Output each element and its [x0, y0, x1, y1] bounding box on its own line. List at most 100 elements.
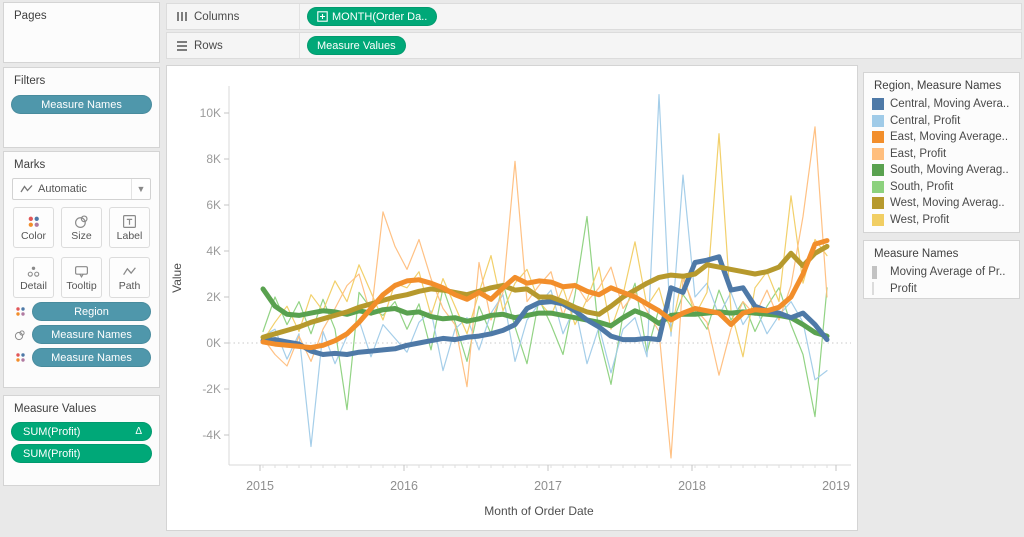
- chart-line-west-profit[interactable]: [262, 133, 828, 358]
- x-tick-label: 2019: [822, 479, 850, 493]
- legend-item[interactable]: West, Profit: [864, 212, 1019, 229]
- path-button[interactable]: Path: [109, 257, 150, 298]
- x-axis-title: Month of Order Date: [484, 504, 594, 518]
- size-icon: [75, 215, 88, 228]
- legend-color-items: Central, Moving Avera.. Central, Profit Ea…: [864, 96, 1019, 228]
- color-dots-icon: [12, 352, 28, 363]
- detail-icon: [27, 266, 40, 277]
- label-button[interactable]: Label: [109, 207, 150, 248]
- size-circles-icon: [12, 329, 28, 341]
- chart-line-central-moving-average[interactable]: [260, 254, 830, 357]
- rows-icon: [177, 40, 187, 51]
- legend-item-label: South, Moving Averag..: [890, 164, 1009, 177]
- rows-shelf-label: Rows: [194, 39, 223, 52]
- legend-item[interactable]: Central, Profit: [864, 113, 1019, 130]
- y-tick-label: -2K: [202, 382, 221, 396]
- y-tick-label: -4K: [202, 428, 221, 442]
- legend-swatch-icon: [872, 197, 884, 210]
- marks-pill-measure-names-color[interactable]: Measure Names: [32, 348, 151, 367]
- marks-buttons: Color Size Label Detail: [4, 200, 159, 298]
- rows-shelf[interactable]: Rows Measure Values: [166, 32, 1022, 59]
- legend-size-title: Measure Names: [874, 248, 959, 260]
- detail-button[interactable]: Detail: [13, 257, 54, 298]
- legend-item[interactable]: West, Moving Averag..: [864, 195, 1019, 212]
- chart-line-south-moving-average[interactable]: [260, 286, 830, 339]
- measure-values-pill-sum-profit-1[interactable]: SUM(Profit) Δ: [11, 422, 152, 441]
- path-icon: [123, 267, 136, 275]
- legend-item[interactable]: Profit: [864, 281, 1019, 298]
- table-calc-delta-icon: Δ: [135, 426, 142, 437]
- x-tick-label: 2016: [390, 479, 418, 493]
- legend-item-label: South, Profit: [890, 180, 954, 193]
- legend-swatch-icon: [872, 213, 884, 226]
- legend-size-items: Moving Average of Pr.. Profit: [864, 264, 1019, 297]
- columns-icon: [177, 12, 187, 21]
- legend-size-card[interactable]: Measure Names Moving Average of Pr.. Prof…: [863, 240, 1020, 299]
- chart-line-west-moving-average[interactable]: [260, 243, 830, 340]
- filters-card-title: Filters: [14, 75, 46, 87]
- legend-item[interactable]: South, Moving Averag..: [864, 162, 1019, 179]
- label-icon: [123, 214, 136, 228]
- legend-size-swatch-icon: [872, 282, 884, 296]
- mark-type-dropdown[interactable]: Automatic ▼: [12, 178, 151, 200]
- filters-card[interactable]: Filters Measure Names: [3, 67, 160, 148]
- filter-pill-measure-names[interactable]: Measure Names: [11, 95, 152, 114]
- legend-swatch-icon: [872, 98, 884, 111]
- chart-panel: 10K 8K 6K 4K 2K 0K -2K -4K 2015 2016 2017 2018 2019 V…: [166, 65, 858, 531]
- columns-shelf[interactable]: Columns MONTH(Order Da..: [166, 3, 1022, 30]
- tooltip-button[interactable]: Tooltip: [61, 257, 102, 298]
- legend-swatch-icon: [872, 147, 884, 160]
- legend-size-swatch-icon: [872, 265, 884, 279]
- legend-swatch-icon: [872, 164, 884, 177]
- chart-line-east-moving-average[interactable]: [260, 238, 830, 351]
- color-icon: [28, 216, 39, 227]
- marks-card[interactable]: Marks Automatic ▼ Color Size: [3, 151, 160, 388]
- y-axis-title: Value: [170, 263, 184, 293]
- legend-swatch-icon: [872, 114, 884, 127]
- color-button[interactable]: Color: [13, 207, 54, 248]
- marks-card-title: Marks: [14, 159, 46, 171]
- rows-pill-measure-values[interactable]: Measure Values: [307, 36, 406, 55]
- mark-type-value: Automatic: [38, 183, 87, 195]
- y-tick-label: 10K: [200, 106, 221, 120]
- legend-item[interactable]: East, Moving Average..: [864, 129, 1019, 146]
- legend-item-label: West, Profit: [890, 213, 950, 226]
- y-tick-label: 4K: [206, 244, 221, 258]
- legend-item-label: Moving Average of Pr..: [890, 266, 1006, 279]
- x-tick-label: 2015: [246, 479, 274, 493]
- marks-pill-region[interactable]: Region: [32, 302, 151, 321]
- y-tick-label: 6K: [206, 198, 221, 212]
- legend-swatch-icon: [872, 180, 884, 193]
- size-button[interactable]: Size: [61, 207, 102, 248]
- legend-item-label: East, Profit: [890, 147, 947, 160]
- columns-shelf-label: Columns: [194, 10, 240, 23]
- legend-item[interactable]: Central, Moving Avera..: [864, 96, 1019, 113]
- measure-values-card[interactable]: Measure Values SUM(Profit) Δ SUM(Profit): [3, 395, 160, 486]
- color-dots-icon: [12, 306, 28, 317]
- tooltip-icon: [75, 265, 88, 278]
- x-tick-label: 2017: [534, 479, 562, 493]
- pages-card-title: Pages: [14, 10, 47, 22]
- x-tick-label: 2018: [678, 479, 706, 493]
- legend-color-title: Region, Measure Names: [874, 80, 1002, 92]
- line-mark-icon: [20, 183, 33, 195]
- legend-swatch-icon: [872, 131, 884, 144]
- marks-pill-measure-names-size[interactable]: Measure Names: [32, 325, 151, 344]
- legend-item[interactable]: East, Profit: [864, 146, 1019, 163]
- y-tick-label: 8K: [206, 152, 221, 166]
- legend-item[interactable]: Moving Average of Pr..: [864, 264, 1019, 281]
- legend-color-card[interactable]: Region, Measure Names Central, Moving Av…: [863, 72, 1020, 233]
- y-tick-label: 2K: [206, 290, 221, 304]
- legend-item[interactable]: South, Profit: [864, 179, 1019, 196]
- columns-pill-month-order-date[interactable]: MONTH(Order Da..: [307, 7, 438, 26]
- legend-item-label: Central, Moving Avera..: [890, 98, 1010, 111]
- expand-plus-icon[interactable]: [317, 11, 328, 22]
- chart-plot[interactable]: 10K 8K 6K 4K 2K 0K -2K -4K 2015 2016 2017 2018 2019 V…: [167, 66, 857, 530]
- pages-card[interactable]: Pages: [3, 2, 160, 63]
- legend-item-label: East, Moving Average..: [890, 131, 1009, 144]
- legend-item-label: Profit: [890, 282, 917, 295]
- measure-values-pill-sum-profit-2[interactable]: SUM(Profit): [11, 444, 152, 463]
- legend-item-label: West, Moving Averag..: [890, 197, 1005, 210]
- chevron-down-icon[interactable]: ▼: [131, 179, 150, 199]
